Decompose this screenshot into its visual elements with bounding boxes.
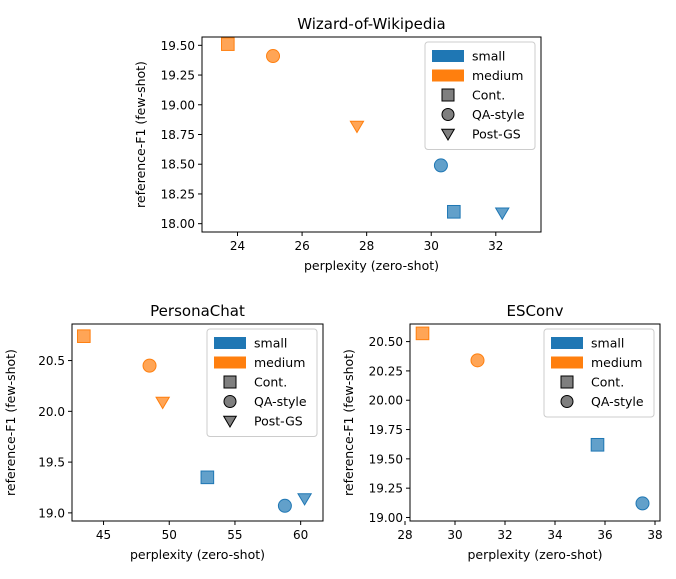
chart1-legend-swatch-medium: [432, 69, 464, 82]
chart1-x-tick-label: 26: [294, 239, 309, 253]
chart1-y-tick-label: 18.50: [161, 158, 195, 172]
chart3-legend-swatch-small: [551, 337, 583, 349]
chart1-x-tick-label: 30: [424, 239, 439, 253]
chart1-y-tick-label: 19.25: [161, 69, 195, 83]
chart3-legend-marker-circle: [560, 395, 574, 408]
chart2-point-small-square: [200, 470, 215, 485]
chart2-point-small-circle: [277, 498, 292, 513]
chart3-x-tick-label: 38: [647, 528, 662, 542]
chart1-axes-frame: [201, 36, 542, 233]
chart2-point-medium-circle: [142, 358, 157, 373]
chart2-x-tick-label: 55: [227, 528, 242, 542]
chart3-legend-label: medium: [591, 355, 642, 370]
chart2-legend-marker-square: [223, 375, 237, 389]
chart2-legend-box: [206, 328, 318, 437]
chart1-legend-marker-triangle: [440, 128, 456, 141]
chart2-legend-marker-triangle: [222, 415, 238, 428]
chart2-legend-label: medium: [254, 355, 305, 370]
chart3-x-tick-label: 28: [397, 528, 412, 542]
chart3-point-medium-square: [415, 326, 430, 341]
chart1-y-axis-label: reference-F1 (few-shot): [133, 61, 148, 208]
chart1-legend-label: Cont.: [472, 88, 505, 103]
chart2-y-tick-label: 19.5: [38, 456, 65, 470]
chart1-point-medium-circle: [266, 49, 281, 64]
chart1-legend-label: QA-style: [472, 107, 525, 122]
chart2-legend-label: Cont.: [254, 375, 287, 390]
chart2-x-axis-label: perplexity (zero-shot): [130, 547, 265, 562]
chart1-legend-label: Post-GS: [472, 127, 521, 142]
chart3-y-tick-label: 19.25: [369, 482, 403, 496]
chart1-y-tick-label: 19.00: [161, 98, 195, 112]
chart1-legend-box: [424, 41, 536, 150]
chart2-title: PersonaChat: [150, 302, 245, 320]
chart1-point-medium-triangle: [349, 120, 365, 134]
chart1-x-tick-label: 28: [359, 239, 374, 253]
chart1-point-small-circle: [433, 158, 448, 173]
chart1-legend-label: small: [472, 49, 505, 64]
chart2-point-small-triangle: [297, 493, 313, 506]
chart3-y-tick-label: 19.00: [369, 511, 403, 525]
chart2-x-tick-label: 60: [293, 528, 308, 542]
chart2-y-tick-label: 20.5: [38, 354, 65, 368]
chart1-y-tick-label: 18.00: [161, 217, 195, 231]
chart2-y-tick-label: 20.0: [38, 405, 65, 419]
chart3-legend-label: QA-style: [591, 394, 644, 409]
chart3-legend-marker-square: [560, 375, 574, 389]
chart3-y-tick-label: 20.50: [369, 335, 403, 349]
chart2-legend-marker-circle: [223, 395, 237, 408]
chart3-legend-label: small: [591, 336, 624, 351]
chart2-y-axis-label: reference-F1 (few-shot): [3, 349, 18, 496]
chart2-legend-label: Post-GS: [254, 414, 303, 429]
chart2-legend-swatch-medium: [214, 356, 246, 369]
chart3-y-tick-label: 19.50: [369, 452, 403, 466]
chart3-y-tick-label: 19.75: [369, 423, 403, 437]
chart1-point-small-square: [447, 204, 461, 219]
chart2-y-tick-label: 19.0: [38, 506, 65, 520]
chart1-y-tick-label: 18.25: [161, 187, 195, 201]
chart3-legend-box: [543, 328, 655, 418]
chart3-x-tick-label: 32: [497, 528, 512, 542]
chart1-legend-marker-square: [441, 88, 455, 102]
chart3-x-tick-label: 36: [597, 528, 612, 542]
chart3-point-medium-circle: [470, 353, 485, 368]
chart2-x-tick-label: 50: [162, 528, 177, 542]
chart1-point-medium-square: [221, 37, 235, 51]
chart2-x-tick-label: 45: [96, 528, 111, 542]
chart3-point-small-square: [590, 437, 605, 452]
chart1-y-tick-label: 18.75: [161, 128, 195, 142]
chart3-y-axis-label: reference-F1 (few-shot): [341, 349, 356, 496]
chart3-x-axis-label: perplexity (zero-shot): [467, 547, 602, 562]
chart1-title: Wizard-of-Wikipedia: [297, 15, 445, 33]
chart1-legend-swatch-small: [432, 50, 464, 62]
chart3-legend-label: Cont.: [591, 375, 624, 390]
chart2-legend: small medium Cont. QA-style Post-GS: [206, 328, 318, 437]
chart3-y-tick-label: 20.00: [369, 394, 403, 408]
chart3-x-tick-label: 34: [547, 528, 562, 542]
chart1-legend: small medium Cont. QA-style Post-GS: [424, 41, 536, 150]
chart1-legend-marker-circle: [441, 108, 455, 121]
chart3-legend: small medium Cont. QA-style: [543, 328, 655, 418]
chart2-legend-swatch-small: [214, 337, 246, 349]
chart3-point-small-circle: [635, 496, 650, 511]
chart3-x-tick-label: 30: [447, 528, 462, 542]
chart1-x-tick-label: 24: [230, 239, 245, 253]
chart2-axes-frame: [71, 323, 324, 522]
chart1-x-axis-label: perplexity (zero-shot): [304, 258, 439, 273]
chart2-legend-label: QA-style: [254, 394, 307, 409]
chart3-title: ESConv: [506, 302, 563, 320]
chart3-axes-frame: [409, 323, 661, 522]
chart1-point-small-triangle: [494, 207, 510, 221]
chart2-point-medium-triangle: [155, 396, 171, 410]
chart1-legend-label: medium: [472, 68, 523, 83]
chart1-y-tick-label: 19.50: [161, 39, 195, 53]
chart2-legend-label: small: [254, 336, 287, 351]
chart3-y-tick-label: 20.25: [369, 364, 403, 378]
chart2-point-medium-square: [77, 329, 91, 343]
chart3-legend-swatch-medium: [551, 356, 583, 369]
chart1-x-tick-label: 32: [488, 239, 503, 253]
